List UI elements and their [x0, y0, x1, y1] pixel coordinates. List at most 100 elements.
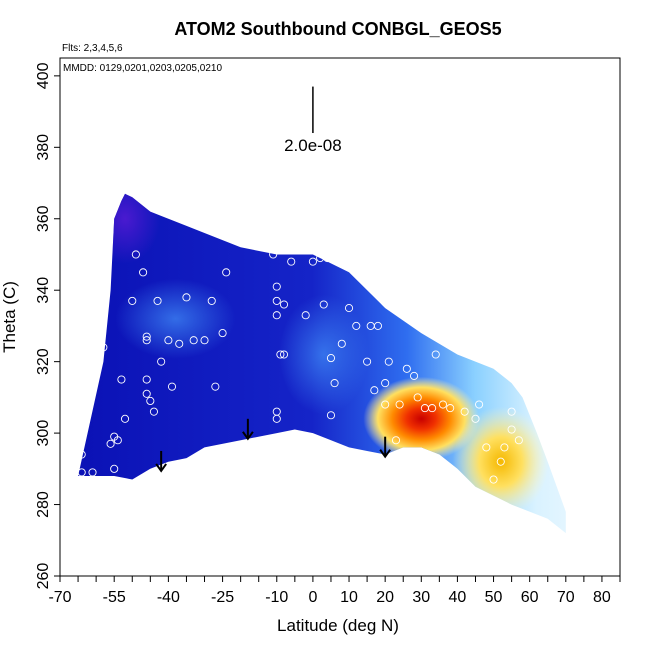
sample-point [120, 414, 130, 423]
sample-point [142, 336, 151, 345]
sample-point [381, 379, 390, 388]
sample-point [370, 386, 379, 395]
x-tick-label: -70 [48, 589, 71, 606]
sample-point [489, 475, 498, 484]
sample-point [323, 254, 332, 263]
sample-point [391, 436, 401, 445]
sample-point [77, 468, 86, 477]
sample-point [496, 457, 505, 466]
sample-point [381, 400, 390, 409]
field-light-patch [278, 294, 369, 415]
sample-point [110, 464, 119, 473]
dates-note: MMDD: 0129,0201,0203,0205,0210 [63, 63, 222, 74]
sample-point [167, 382, 177, 391]
sample-point [413, 393, 422, 402]
scale-indicator: 2.0e-08 [284, 86, 342, 155]
sample-point [142, 332, 151, 341]
sample-point [211, 382, 220, 391]
sample-point [384, 357, 393, 366]
y-axis: 260 280 300 320 340 360 380 400 [35, 62, 60, 589]
sample-point [438, 400, 448, 409]
sample-point [482, 443, 491, 452]
sample-point [269, 250, 278, 259]
sample-point [99, 343, 108, 352]
sample-point [363, 357, 372, 366]
sample-point [106, 439, 115, 448]
sample-point [326, 354, 336, 363]
arrow-marker [379, 436, 391, 459]
sample-point [279, 350, 289, 359]
x-tick-label: 30 [412, 589, 430, 606]
sample-point [131, 250, 140, 259]
sample-point [352, 321, 361, 330]
x-tick-label: 60 [521, 589, 539, 606]
sample-point [514, 436, 523, 445]
sample-point [428, 404, 437, 413]
hotspot-high [452, 406, 549, 517]
sample-point [279, 300, 289, 309]
sample-point [402, 364, 411, 373]
x-tick-label: -25 [211, 589, 234, 606]
x-tick-label: 20 [376, 589, 394, 606]
sample-point [207, 296, 216, 305]
sample-point [175, 339, 184, 348]
y-axis-label: Theta (C) [0, 281, 19, 353]
y-tick-label: 360 [35, 205, 52, 232]
field-purple-patch [90, 193, 161, 264]
sample-point [287, 257, 296, 266]
plot-frame [59, 57, 621, 577]
sample-point [157, 357, 166, 366]
x-axis: -70 -55 -40 -25 -10 0 10 20 30 40 50 60 70 80 [48, 576, 621, 606]
flights-note: Flts: 2,3,4,5,6 [62, 43, 123, 54]
x-tick-label: 80 [593, 589, 611, 606]
y-tick-label: 380 [35, 134, 52, 161]
sample-point [507, 425, 516, 434]
sample-point [373, 321, 382, 330]
chart-title: ATOM2 Southbound CONBGL_GEOS5 [174, 19, 501, 39]
sample-point [272, 296, 281, 305]
sample-point [337, 339, 346, 348]
sample-point [218, 329, 227, 338]
sample-point [200, 336, 209, 345]
field-light-patch [115, 278, 236, 359]
sample-point [153, 296, 162, 305]
y-tick-label: 280 [35, 491, 52, 518]
sample-point [272, 414, 281, 423]
sample-point [272, 282, 281, 291]
x-tick-label: 10 [340, 589, 358, 606]
sample-point [308, 257, 317, 266]
x-tick-label: -40 [157, 589, 180, 606]
scale-label: 2.0e-08 [284, 136, 342, 155]
x-tick-label: 50 [485, 589, 503, 606]
sample-point [139, 268, 148, 277]
x-tick-label: 40 [449, 589, 467, 606]
sample-point [189, 336, 198, 345]
sample-point [88, 468, 97, 477]
sample-point [431, 350, 440, 359]
sample-point [410, 371, 419, 380]
sample-point [142, 375, 151, 384]
sample-point [359, 257, 368, 266]
sample-point [471, 414, 480, 423]
sample-point [507, 407, 516, 416]
x-tick-label: -55 [103, 589, 126, 606]
sample-point [344, 304, 354, 313]
y-tick-label: 320 [35, 348, 52, 375]
sample-point [142, 389, 151, 398]
sample-point [182, 293, 191, 302]
sample-point [128, 296, 137, 305]
sample-point [117, 375, 126, 384]
sample-point [77, 450, 86, 459]
y-tick-label: 300 [35, 420, 52, 447]
y-tick-label: 260 [35, 563, 52, 590]
sample-point [301, 311, 310, 320]
sample-point [276, 350, 285, 359]
x-tick-label: 70 [557, 589, 575, 606]
arrows-layer [155, 418, 391, 473]
sample-point [460, 407, 469, 416]
sample-point [446, 404, 455, 413]
sample-point [222, 268, 231, 277]
y-tick-label: 340 [35, 277, 52, 304]
x-tick-label: -10 [265, 589, 288, 606]
